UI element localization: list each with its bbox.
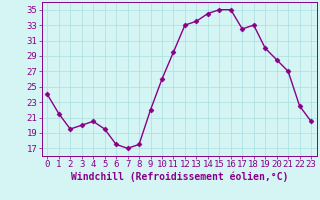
X-axis label: Windchill (Refroidissement éolien,°C): Windchill (Refroidissement éolien,°C) — [70, 172, 288, 182]
